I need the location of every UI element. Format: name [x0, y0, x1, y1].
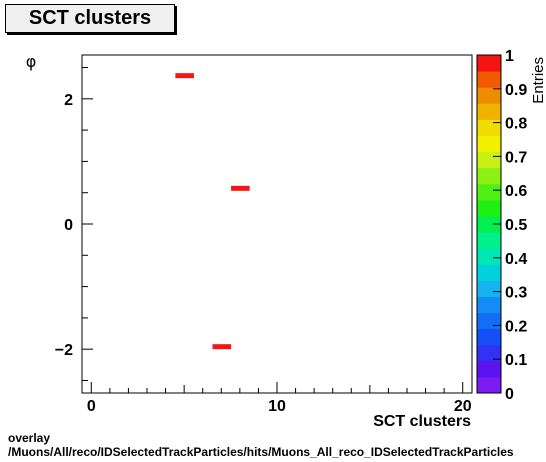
- palette-swatch-7: [477, 264, 501, 281]
- y-tick-label: 0: [64, 217, 73, 234]
- palette-swatch-15: [477, 135, 501, 153]
- z-tick-label: 0.2: [505, 318, 527, 335]
- z-tick-label: 0.3: [505, 285, 527, 302]
- palette-swatch-20: [477, 55, 501, 72]
- x-tick-label: 0: [87, 398, 96, 415]
- palette-swatch-8: [477, 248, 501, 265]
- palette-swatch-2: [477, 344, 501, 362]
- x-tick-label: 20: [454, 398, 472, 415]
- caption-path: /Muons/All/reco/IDSelectedTrackParticles…: [8, 445, 514, 459]
- palette-swatch-11: [477, 199, 501, 217]
- y-axis-label: φ: [26, 52, 37, 71]
- palette-swatch-5: [477, 296, 501, 314]
- z-tick-label: 1: [505, 48, 514, 65]
- z-tick-label: 0.8: [505, 116, 527, 133]
- palette-swatch-18: [477, 87, 501, 104]
- palette-swatch-6: [477, 280, 501, 297]
- palette-swatch-9: [477, 232, 501, 249]
- title-box: SCT clusters: [5, 4, 175, 33]
- palette-swatch-16: [477, 119, 501, 136]
- palette-swatch-13: [477, 167, 501, 185]
- palette-swatch-1: [477, 360, 501, 378]
- z-tick-label: 0.7: [505, 149, 527, 166]
- palette-swatch-12: [477, 183, 501, 201]
- palette-swatch-0: [477, 376, 501, 394]
- z-tick-label: 0.5: [505, 217, 527, 234]
- plot-frame: [81, 54, 473, 394]
- palette-swatch-10: [477, 215, 501, 233]
- heatmap-cell-2: [212, 344, 232, 350]
- z-tick-label: 0.9: [505, 82, 527, 99]
- z-tick-label: 0.6: [505, 183, 527, 200]
- z-tick-label: 0.4: [505, 251, 527, 268]
- y-tick-label: −2: [55, 342, 73, 359]
- palette-swatch-4: [477, 312, 501, 330]
- caption-overlay: overlay: [8, 431, 51, 445]
- z-tick-label: 0: [505, 386, 514, 403]
- z-tick-label: 0.1: [505, 352, 527, 369]
- y-tick-label: 2: [64, 92, 73, 109]
- palette-swatch-14: [477, 151, 501, 169]
- x-axis-label: SCT clusters: [373, 413, 471, 430]
- x-tick-label: 10: [268, 398, 286, 415]
- palette-swatch-3: [477, 328, 501, 346]
- z-axis-label: Entries: [530, 57, 546, 104]
- palette-swatch-17: [477, 103, 501, 120]
- heatmap-cell-0: [175, 73, 194, 79]
- heatmap-cell-1: [231, 185, 250, 191]
- palette-swatch-19: [477, 71, 501, 88]
- chart-title: SCT clusters: [28, 7, 152, 29]
